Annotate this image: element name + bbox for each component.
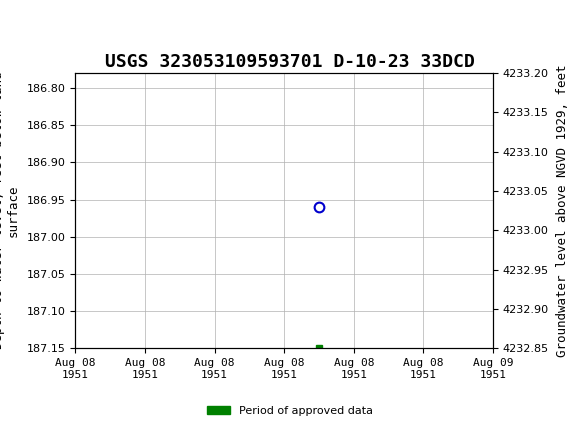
Y-axis label: Depth to water level, feet below land
surface: Depth to water level, feet below land su… bbox=[0, 72, 20, 350]
Text: ≡USGS: ≡USGS bbox=[17, 16, 76, 35]
Text: USGS 323053109593701 D-10-23 33DCD: USGS 323053109593701 D-10-23 33DCD bbox=[105, 53, 475, 71]
Legend: Period of approved data: Period of approved data bbox=[203, 401, 377, 420]
Y-axis label: Groundwater level above NGVD 1929, feet: Groundwater level above NGVD 1929, feet bbox=[556, 64, 569, 357]
